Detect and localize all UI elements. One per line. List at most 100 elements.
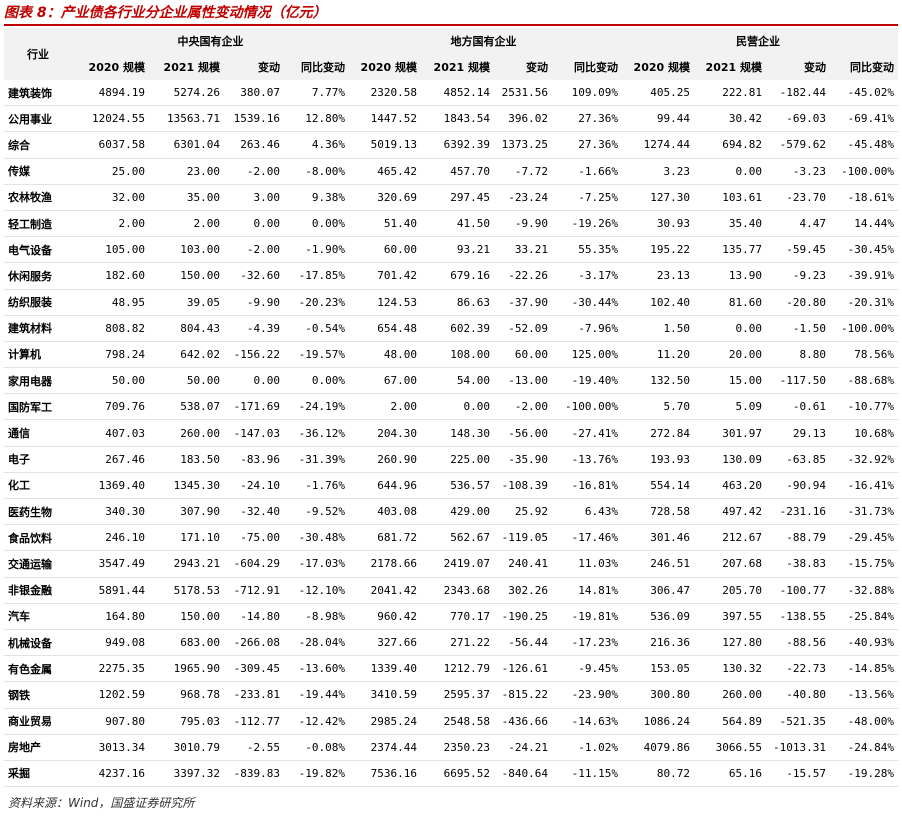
value-cell: 13563.71 [149,105,224,133]
value-cell: 1339.40 [349,655,421,683]
value-cell: 302.26 [494,577,552,604]
data-row: 通信 407.03 260.00 -147.03 -36.12% 204.30 148.30… [4,419,898,447]
value-cell: -52.09 [494,315,552,342]
data-row: 传媒 25.00 23.00 -2.00 -8.00% 465.42 457.70 -7.72… [4,158,898,185]
value-cell: 2.00 [149,210,224,238]
column-header: 2020 规模 [76,54,149,80]
value-cell: 6695.52 [421,760,494,788]
value-cell: -266.08 [224,629,284,657]
value-cell: 3013.34 [76,734,149,761]
column-header: 2021 规模 [149,54,224,80]
value-cell: 405.25 [622,80,694,107]
group-header: 民营企业 [622,28,898,54]
value-cell: 536.09 [622,603,694,630]
value-cell: 33.21 [494,236,552,264]
value-cell: -840.64 [494,760,552,788]
value-cell: -147.03 [224,419,284,447]
value-cell: -24.10 [224,472,284,500]
value-cell: 60.00 [349,236,421,264]
value-cell: 9.38% [284,184,349,211]
value-cell: -23.70 [766,184,830,211]
value-cell: 1373.25 [494,131,552,159]
data-row: 机械设备 949.08 683.00 -266.08 -28.04% 327.66 271.… [4,629,898,657]
value-cell: 407.03 [76,419,149,447]
value-cell: 60.00 [494,341,552,369]
value-cell: 150.00 [149,262,224,290]
value-cell: 153.05 [622,655,694,683]
value-cell: 183.50 [149,446,224,473]
value-cell: 3066.55 [694,734,766,761]
value-cell: 6037.58 [76,131,149,159]
value-cell: 65.16 [694,760,766,788]
data-row: 农林牧渔 32.00 35.00 3.00 9.38% 320.69 297.45 -23.2… [4,184,898,211]
value-cell: 99.44 [622,105,694,133]
value-cell: 30.93 [622,210,694,238]
value-cell: -2.00 [224,236,284,264]
value-cell: -29.45% [830,524,898,552]
value-cell: -12.10% [284,577,349,604]
data-row: 商业贸易 907.80 795.03 -112.77 -12.42% 2985.24 254… [4,708,898,735]
value-cell: 701.42 [349,262,421,290]
value-cell: -35.90 [494,446,552,473]
value-cell: 205.70 [694,577,766,604]
data-table: 行业 中央国有企业 地方国有企业 民营企业 2020 规模 2021 规模 变动 同比变动 20… [4,28,898,788]
value-cell: -309.45 [224,655,284,683]
value-cell: 709.76 [76,393,149,421]
value-cell: 2419.07 [421,550,494,578]
value-cell: -521.35 [766,708,830,735]
value-cell: 808.82 [76,315,149,342]
value-cell: 29.13 [766,419,830,447]
value-cell: 6301.04 [149,131,224,159]
subheader-row: 2020 规模 2021 规模 变动 同比变动 2020 规模 2021 规模 变动 同比变动… [4,54,898,80]
value-cell: -32.40 [224,498,284,526]
value-cell: 108.00 [421,341,494,369]
value-cell: -13.00 [494,367,552,395]
value-cell: -88.79 [766,524,830,552]
value-cell: 3547.49 [76,550,149,578]
value-cell: -1013.31 [766,734,830,761]
value-cell: 67.00 [349,367,421,395]
value-cell: -19.28% [830,760,898,788]
value-cell: 13.90 [694,262,766,290]
value-cell: 10.68% [830,419,898,447]
value-cell: -171.69 [224,393,284,421]
value-cell: 216.36 [622,629,694,657]
value-cell: 195.22 [622,236,694,264]
data-row: 电子 267.46 183.50 -83.96 -31.39% 260.90 225.00-… [4,446,898,473]
value-cell: 2343.68 [421,577,494,604]
value-cell: -20.31% [830,289,898,316]
value-cell: 795.03 [149,708,224,735]
data-row: 家用电器 50.00 50.00 0.00 0.00% 67.00 54.00 -13.00-… [4,367,898,395]
data-row: 房地产 3013.34 3010.79 -2.55 -0.08% 2374.44 2350.… [4,734,898,761]
value-cell: 81.60 [694,289,766,316]
column-header: 2021 规模 [421,54,494,80]
value-cell: 272.84 [622,419,694,447]
value-cell: 50.00 [76,367,149,395]
value-cell: -14.80 [224,603,284,630]
value-cell: -19.57% [284,341,349,369]
value-cell: -11.15% [552,760,622,788]
value-cell: -2.00 [494,393,552,421]
value-cell: -19.81% [552,603,622,630]
value-cell: -13.56% [830,681,898,709]
value-cell: 260.90 [349,446,421,473]
value-cell: -9.45% [552,655,622,683]
value-cell: -19.26% [552,210,622,238]
value-cell: 396.02 [494,105,552,133]
value-cell: -24.21 [494,734,552,761]
value-cell: 1539.16 [224,105,284,133]
value-cell: 4852.14 [421,80,494,107]
value-cell: 124.53 [349,289,421,316]
value-cell: -19.82% [284,760,349,788]
value-cell: -712.91 [224,577,284,604]
value-cell: -22.26 [494,262,552,290]
value-cell: -69.03 [766,105,830,133]
data-row: 交通运输 3547.49 2943.21 -604.29 -17.03% 2178.66 2… [4,550,898,578]
value-cell: -2.00 [224,158,284,185]
value-cell: -88.68% [830,367,898,395]
value-cell: 23.00 [149,158,224,185]
value-cell: -112.77 [224,708,284,735]
data-row: 建筑材料 808.82 804.43 -4.39 -0.54% 654.48 602.39-… [4,315,898,342]
value-cell: 41.50 [421,210,494,238]
